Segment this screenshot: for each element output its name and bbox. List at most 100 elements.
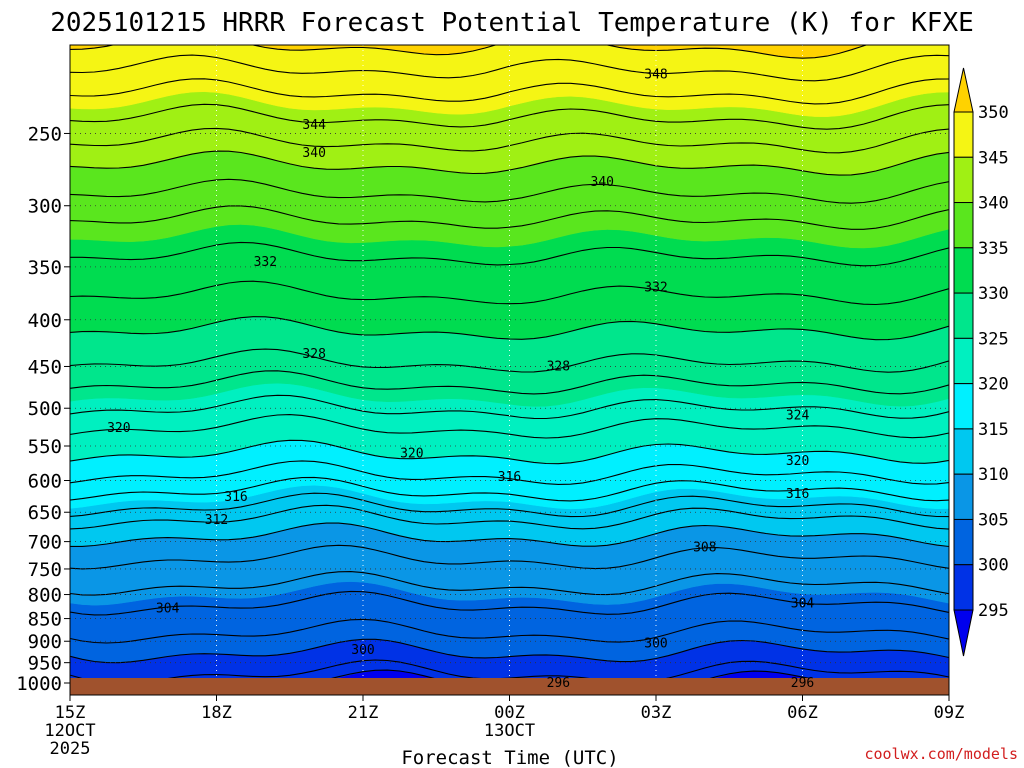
y-tick-label-950: 950 (28, 653, 62, 675)
contour-306 (70, 571, 949, 596)
contour-label-312: 312 (205, 513, 228, 528)
contour-330 (70, 316, 949, 341)
colorbar-label-330: 330 (978, 284, 1009, 304)
colorbar-box-320 (953, 337, 974, 385)
colorbar-label-315: 315 (978, 420, 1009, 440)
y-tick-label-1000: 1000 (16, 673, 62, 695)
contour-label-324: 324 (786, 409, 810, 424)
y-tick-label-700: 700 (28, 532, 62, 554)
contour-label-344: 344 (302, 118, 326, 133)
colorbar-box-305 (953, 473, 974, 520)
colorbar-box-330 (953, 247, 974, 294)
contour-label-328: 328 (547, 360, 570, 375)
contour-350 (70, 45, 868, 59)
colorbar-box-300 (953, 518, 974, 566)
colorbar-box-325 (953, 292, 974, 339)
colorbar-label-325: 325 (978, 329, 1009, 349)
contour-label-304: 304 (156, 602, 180, 617)
x-tick-label-15Z: 15Z (55, 703, 86, 723)
contour-label-328: 328 (302, 347, 325, 362)
y-tick-label-900: 900 (28, 631, 62, 653)
x-tick-date-12OCT: 12OCT (44, 721, 95, 741)
y-tick-label-650: 650 (28, 502, 62, 524)
contour-320 (70, 439, 949, 465)
credit-text: coolwx.com/models (864, 745, 1018, 763)
colorbar-box-340 (953, 156, 974, 204)
contour-298 (70, 659, 949, 678)
contour-322 (70, 414, 949, 439)
y-tick-label-850: 850 (28, 609, 62, 631)
colorbar: 295 300 305 310 315 320 325 330 335 340 345 350 (953, 67, 1009, 657)
colorbar-box-295 (953, 564, 974, 611)
contour-304 (70, 590, 949, 616)
y-tick-label-450: 450 (28, 356, 62, 378)
x-tick-year-2025: 2025 (50, 739, 91, 759)
contour-338 (70, 178, 949, 204)
x-tick-label-06Z: 06Z (787, 703, 818, 723)
x-tick-label-21Z: 21Z (348, 703, 379, 723)
contour-label-320: 320 (107, 421, 130, 436)
contour-label-332: 332 (644, 281, 667, 296)
contour-label-300: 300 (351, 643, 374, 658)
y-tick-label-500: 500 (28, 398, 62, 420)
colorbar-box-345 (953, 111, 974, 158)
contour-344 (70, 103, 949, 130)
contour-label-296: 296 (791, 676, 814, 691)
chart-title: 2025101215 HRRR Forecast Potential Tempe… (50, 8, 974, 38)
y-tick-label-750: 750 (28, 559, 62, 581)
y-tick-label-300: 300 (28, 196, 62, 218)
contour-318 (70, 460, 949, 485)
colorbar-label-340: 340 (978, 194, 1009, 214)
contour-label-348: 348 (644, 68, 667, 83)
y-axis: 2503003504004505005506006507007508008509… (16, 123, 70, 695)
colorbar-box-310 (953, 428, 974, 475)
x-tick-label-18Z: 18Z (201, 703, 232, 723)
contour-label-340: 340 (591, 175, 614, 190)
colorbar-label-295: 295 (978, 601, 1009, 621)
colorbar-label-350: 350 (978, 103, 1009, 123)
x-axis-label: Forecast Time (UTC) (401, 747, 618, 768)
contour-336 (70, 205, 949, 230)
colorbar-box-335 (953, 202, 974, 249)
contour-296 (331, 669, 811, 678)
x-tick-label-03Z: 03Z (641, 703, 672, 723)
contour-label-300: 300 (644, 637, 667, 652)
colorbar-box-315 (953, 383, 974, 430)
colorbar-label-345: 345 (978, 148, 1009, 168)
colorbar-bottom-arrow (953, 609, 974, 657)
colorbar-label-320: 320 (978, 375, 1009, 395)
contour-346 (70, 78, 949, 105)
contour-310 (70, 522, 949, 548)
colorbar-top-arrow (953, 67, 974, 113)
contour-label-304: 304 (791, 596, 815, 611)
contour-label-316: 316 (224, 490, 247, 505)
colorbar-label-300: 300 (978, 556, 1009, 576)
contour-label-320: 320 (786, 454, 809, 469)
contour-328 (70, 348, 949, 373)
contour-label-316: 316 (786, 487, 809, 502)
contour-label-296: 296 (547, 676, 570, 691)
y-tick-label-600: 600 (28, 471, 62, 493)
x-tick-label-09Z: 09Z (934, 703, 965, 723)
contour-300 (70, 638, 949, 664)
y-tick-label-350: 350 (28, 257, 62, 279)
x-tick-date-13OCT: 13OCT (484, 721, 535, 741)
y-tick-label-250: 250 (28, 123, 62, 145)
colorbar-label-310: 310 (978, 465, 1009, 485)
colorbar-label-335: 335 (978, 239, 1009, 259)
contour-label-316: 316 (498, 470, 521, 485)
x-tick-label-00Z: 00Z (494, 703, 525, 723)
contour-label-308: 308 (693, 541, 716, 556)
contour-labels: 348 344 340 340 332 332 328 328 324 320 320 320 316 3… (107, 68, 815, 691)
contour-316 (70, 476, 949, 502)
contour-label-332: 332 (254, 255, 277, 270)
y-tick-label-800: 800 (28, 585, 62, 607)
y-tick-label-550: 550 (28, 436, 62, 458)
y-tick-label-400: 400 (28, 310, 62, 332)
contour-label-320: 320 (400, 446, 423, 461)
contour-label-340: 340 (302, 146, 325, 161)
ground-surface (70, 678, 949, 695)
contour-312 (70, 504, 949, 530)
